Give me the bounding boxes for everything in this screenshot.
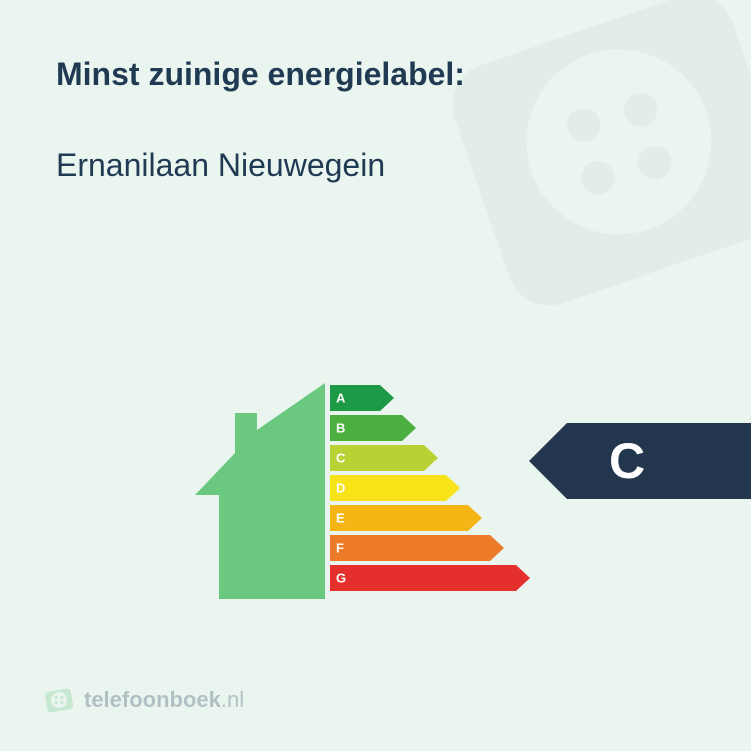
footer-logo-icon xyxy=(44,685,74,715)
energy-bar-e: E xyxy=(330,505,530,531)
energy-label-graphic: A B C D E F G C xyxy=(0,365,751,625)
house-icon xyxy=(195,383,325,604)
selected-label-letter: C xyxy=(609,436,645,486)
energy-bar-c: C xyxy=(330,445,530,471)
energy-bar-letter: G xyxy=(336,572,346,585)
content-area: Minst zuinige energielabel: Ernanilaan N… xyxy=(0,0,751,184)
energy-bar-a: A xyxy=(330,385,530,411)
energy-bar-letter: B xyxy=(336,422,345,435)
energy-bar-d: D xyxy=(330,475,530,501)
selected-label-badge: C xyxy=(529,423,751,499)
energy-bar-f: F xyxy=(330,535,530,561)
page-subtitle: Ernanilaan Nieuwegein xyxy=(56,147,695,184)
footer-brand-text: telefoonboek.nl xyxy=(84,689,244,711)
energy-bar-letter: F xyxy=(336,542,344,555)
energy-bars: A B C D E F G xyxy=(330,385,530,595)
energy-bar-b: B xyxy=(330,415,530,441)
footer-brand-light: .nl xyxy=(221,687,244,712)
footer-brand: telefoonboek.nl xyxy=(44,685,244,715)
energy-bar-letter: C xyxy=(336,452,345,465)
energy-bar-g: G xyxy=(330,565,530,591)
page-title: Minst zuinige energielabel: xyxy=(56,56,695,93)
energy-bar-letter: E xyxy=(336,512,345,525)
footer-brand-bold: telefoonboek xyxy=(84,687,221,712)
energy-bar-letter: D xyxy=(336,482,345,495)
energy-bar-letter: A xyxy=(336,392,345,405)
